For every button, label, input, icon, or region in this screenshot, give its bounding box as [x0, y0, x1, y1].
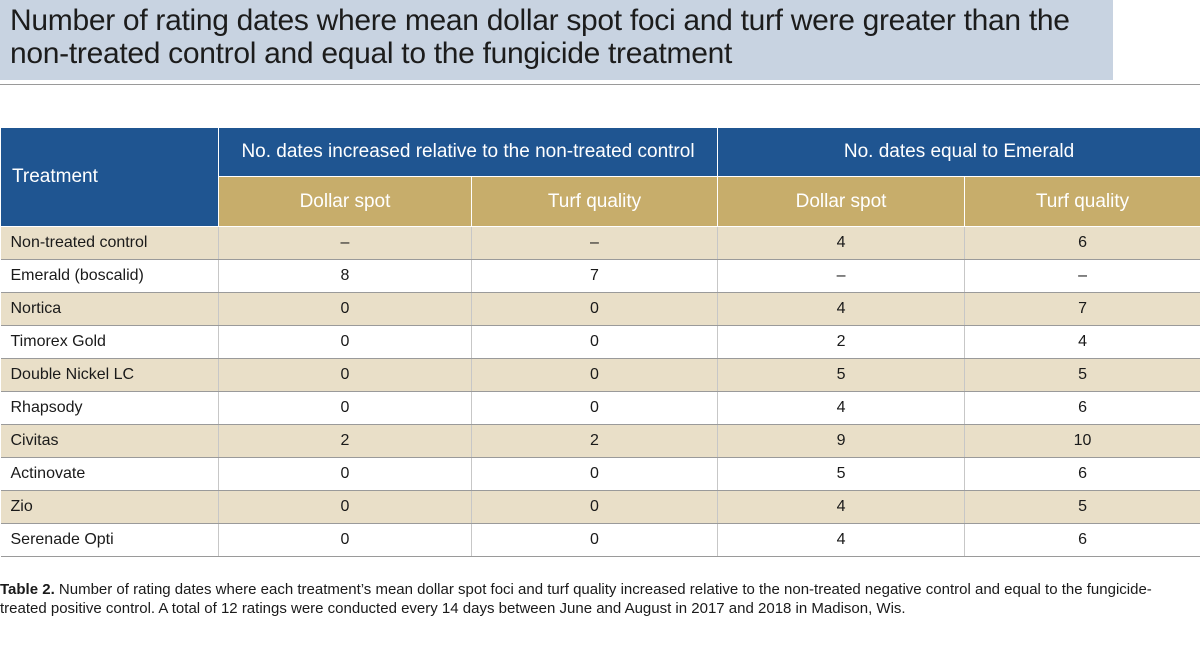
- caption-text: Number of rating dates where each treatm…: [0, 581, 1152, 617]
- table-row: Civitas 2 2 9 10: [0, 424, 1200, 458]
- cell-increased-dollar-spot: 0: [218, 523, 472, 557]
- table-row: Rhapsody 0 0 4 6: [0, 391, 1200, 425]
- cell-equal-dollar-spot: 2: [717, 325, 966, 359]
- divider: [0, 84, 1200, 85]
- cell-increased-dollar-spot: 2: [218, 424, 472, 458]
- caption-label: Table 2.: [0, 581, 55, 598]
- table-row: Actinovate 0 0 5 6: [0, 457, 1200, 491]
- cell-equal-turf-quality: 6: [964, 226, 1200, 260]
- cell-equal-turf-quality: 5: [964, 358, 1200, 392]
- cell-equal-turf-quality: 6: [964, 391, 1200, 425]
- cell-equal-dollar-spot: 5: [717, 457, 966, 491]
- cell-equal-dollar-spot: 9: [717, 424, 966, 458]
- table-row: Zio 0 0 4 5: [0, 490, 1200, 524]
- cell-increased-turf-quality: 0: [470, 292, 719, 326]
- cell-increased-dollar-spot: 8: [218, 259, 472, 293]
- cell-treatment: Nortica: [0, 292, 219, 326]
- cell-equal-turf-quality: 7: [964, 292, 1200, 326]
- cell-equal-dollar-spot: 5: [717, 358, 966, 392]
- cell-increased-turf-quality: 0: [470, 523, 719, 557]
- cell-equal-turf-quality: 6: [964, 523, 1200, 557]
- treatment-header: Treatment: [0, 127, 219, 227]
- cell-equal-dollar-spot: –: [717, 259, 966, 293]
- cell-treatment: Civitas: [0, 424, 219, 458]
- table-row: Timorex Gold 0 0 2 4: [0, 325, 1200, 359]
- cell-increased-turf-quality: 0: [470, 490, 719, 524]
- subheader-dollar-spot: Dollar spot: [218, 176, 472, 227]
- subheader-dollar-spot: Dollar spot: [717, 176, 966, 227]
- cell-increased-turf-quality: 0: [470, 358, 719, 392]
- cell-increased-turf-quality: 7: [470, 259, 719, 293]
- cell-equal-turf-quality: 5: [964, 490, 1200, 524]
- page-title: Number of rating dates where mean dollar…: [10, 4, 1070, 70]
- cell-treatment: Rhapsody: [0, 391, 219, 425]
- cell-equal-turf-quality: 6: [964, 457, 1200, 491]
- cell-equal-turf-quality: 10: [964, 424, 1200, 458]
- cell-increased-dollar-spot: –: [218, 226, 472, 260]
- cell-increased-turf-quality: 2: [470, 424, 719, 458]
- table-row: Serenade Opti 0 0 4 6: [0, 523, 1200, 557]
- group-header-increased: No. dates increased relative to the non-…: [217, 127, 719, 177]
- cell-increased-turf-quality: 0: [470, 391, 719, 425]
- group-header-equal: No. dates equal to Emerald: [717, 127, 1200, 177]
- cell-increased-dollar-spot: 0: [218, 292, 472, 326]
- cell-increased-turf-quality: –: [470, 226, 719, 260]
- cell-equal-turf-quality: –: [964, 259, 1200, 293]
- table-row: Emerald (boscalid) 8 7– –: [0, 259, 1200, 293]
- subheader-turf-quality: Turf quality: [964, 176, 1200, 227]
- cell-equal-dollar-spot: 4: [717, 490, 966, 524]
- cell-equal-dollar-spot: 4: [717, 391, 966, 425]
- cell-treatment: Double Nickel LC: [0, 358, 219, 392]
- cell-equal-turf-quality: 4: [964, 325, 1200, 359]
- cell-treatment: Timorex Gold: [0, 325, 219, 359]
- cell-increased-dollar-spot: 0: [218, 325, 472, 359]
- subheader-turf-quality: Turf quality: [470, 176, 719, 227]
- cell-equal-dollar-spot: 4: [717, 523, 966, 557]
- cell-treatment: Non-treated control: [0, 226, 219, 260]
- cell-increased-dollar-spot: 0: [218, 358, 472, 392]
- cell-treatment: Zio: [0, 490, 219, 524]
- cell-increased-turf-quality: 0: [470, 325, 719, 359]
- table-row: Non-treated control – –4 6: [0, 226, 1200, 260]
- table-body: Non-treated control – –4 6 Emerald (boscalid…: [0, 226, 1200, 557]
- cell-increased-dollar-spot: 0: [218, 391, 472, 425]
- cell-equal-dollar-spot: 4: [717, 226, 966, 260]
- table-row: Double Nickel LC 0 0 5 5: [0, 358, 1200, 392]
- cell-treatment: Emerald (boscalid): [0, 259, 219, 293]
- cell-treatment: Serenade Opti: [0, 523, 219, 557]
- table-row: Nortica 0 0 4 7: [0, 292, 1200, 326]
- cell-increased-turf-quality: 0: [470, 457, 719, 491]
- cell-equal-dollar-spot: 4: [717, 292, 966, 326]
- results-table: Treatment No. dates increased relative t…: [0, 127, 1200, 557]
- cell-increased-dollar-spot: 0: [218, 457, 472, 491]
- title-banner: Number of rating dates where mean dollar…: [0, 0, 1113, 80]
- table-caption: Table 2. Number of rating dates where ea…: [0, 580, 1195, 618]
- cell-treatment: Actinovate: [0, 457, 219, 491]
- cell-increased-dollar-spot: 0: [218, 490, 472, 524]
